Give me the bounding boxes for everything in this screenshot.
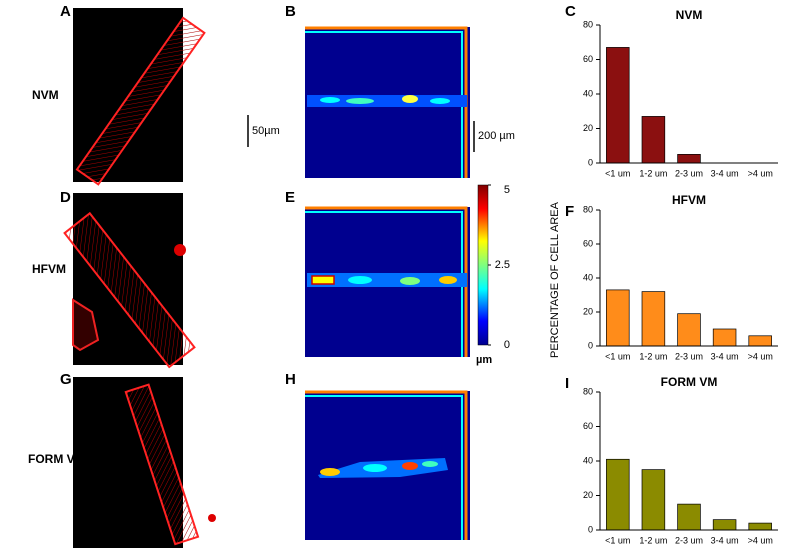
y-tick-label: 80	[583, 386, 593, 396]
y-tick-label: 60	[583, 54, 593, 64]
panel-letter: F	[565, 203, 574, 220]
bar	[677, 503, 701, 531]
x-tick-label: <1 um	[605, 351, 630, 361]
bar	[641, 469, 666, 531]
bar	[677, 154, 701, 164]
y-tick-label: 20	[583, 306, 593, 316]
x-tick-label: 2-3 um	[675, 168, 703, 178]
bar	[748, 335, 772, 347]
y-tick-label: 0	[588, 524, 593, 534]
colorbar-tick-label: 5	[504, 184, 510, 196]
panel-letter: B	[285, 3, 296, 20]
micrograph	[63, 193, 196, 369]
panel-letter: C	[565, 3, 576, 20]
y-tick-label: 80	[583, 19, 593, 29]
bar	[606, 458, 630, 531]
x-tick-label: <1 um	[605, 168, 630, 178]
bar	[748, 522, 772, 531]
panel-letter: E	[285, 189, 295, 206]
colorbar	[477, 184, 489, 346]
x-tick-label: 2-3 um	[675, 351, 703, 361]
x-tick-label: 1-2 um	[639, 168, 667, 178]
y-tick-label: 0	[588, 157, 593, 167]
panel-letter: A	[60, 3, 71, 20]
heatmap	[305, 390, 470, 540]
scale-bar-label: 50µm	[252, 125, 280, 137]
x-tick-label: 3-4 um	[711, 351, 739, 361]
x-tick-label: 1-2 um	[639, 351, 667, 361]
x-tick-label: 3-4 um	[711, 535, 739, 545]
panel-letter: G	[60, 371, 72, 388]
x-tick-label: >4 um	[748, 168, 773, 178]
y-tick-label: 20	[583, 490, 593, 500]
x-tick-label: >4 um	[748, 351, 773, 361]
colorbar-tick-label: 2.5	[495, 259, 510, 271]
panel-letter: I	[565, 375, 569, 392]
bar	[606, 289, 630, 347]
micrograph	[73, 8, 206, 186]
y-tick-label: 60	[583, 421, 593, 431]
bar	[677, 313, 701, 347]
y-tick-label: 40	[583, 272, 593, 282]
bar	[606, 47, 630, 164]
y-tick-label: 0	[588, 340, 593, 350]
x-tick-label: 2-3 um	[675, 535, 703, 545]
x-tick-label: >4 um	[748, 535, 773, 545]
x-tick-label: 3-4 um	[711, 168, 739, 178]
panel-letter: H	[285, 371, 296, 388]
scale-bar-label: 200 µm	[478, 130, 515, 142]
bar	[712, 519, 737, 531]
x-tick-label: 1-2 um	[639, 535, 667, 545]
y-tick-label: 40	[583, 88, 593, 98]
colorbar-unit: µm	[476, 354, 492, 366]
x-tick-label: <1 um	[605, 535, 630, 545]
y-tick-label: 20	[583, 123, 593, 133]
y-tick-label: 60	[583, 238, 593, 248]
row-label: FORM VM	[28, 452, 85, 466]
row-label: HFVM	[32, 262, 66, 276]
row-label: NVM	[32, 88, 59, 102]
panel-letter: D	[60, 189, 71, 206]
y-tick-label: 80	[583, 204, 593, 214]
chart-title: NVM	[676, 8, 703, 22]
chart-title: HFVM	[672, 193, 706, 207]
y-tick-label: 40	[583, 455, 593, 465]
heatmap	[305, 26, 470, 178]
heatmap	[305, 206, 470, 357]
y-axis-label: PERCENTAGE OF CELL AREA	[549, 201, 561, 358]
bar	[641, 291, 666, 347]
micrograph	[73, 377, 216, 548]
colorbar-tick-label: 0	[504, 339, 510, 351]
chart-title: FORM VM	[661, 375, 718, 389]
bar	[712, 328, 737, 347]
bar	[641, 116, 666, 164]
